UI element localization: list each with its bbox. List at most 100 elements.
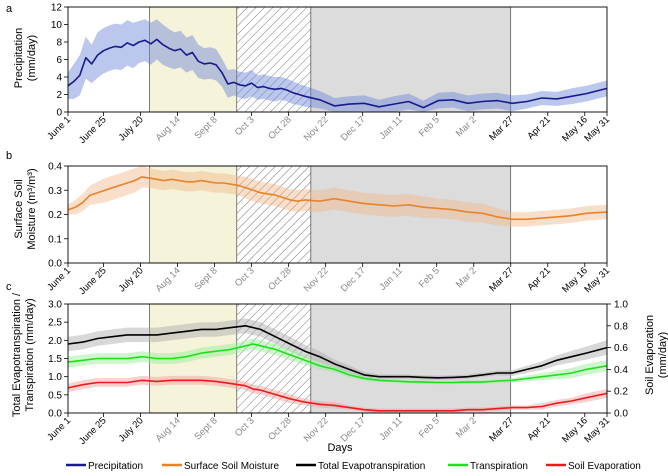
legend-item-soil-evaporation: Soil Evaporation — [546, 461, 641, 472]
band-transpiration — [68, 338, 607, 385]
yellow-period — [149, 6, 238, 113]
panel-letter: a — [6, 3, 13, 15]
legend-item-precipitation: Precipitation — [66, 461, 143, 472]
y-tick-label: 6 — [56, 55, 62, 66]
y2-tick-label: 0.4 — [614, 365, 628, 376]
gray-period — [310, 165, 512, 264]
x-tick-label: Apr 21 — [525, 114, 553, 142]
x-tick-label: Oct 3 — [233, 265, 257, 289]
x-tick-label: Sept 8 — [193, 114, 220, 141]
legend-label: Soil Evaporation — [568, 461, 641, 472]
x-tick-label: Oct 3 — [233, 415, 257, 439]
x-tick-label: Aug 14 — [154, 415, 183, 444]
x-tick-label: Mar 2 — [454, 265, 479, 290]
y-axis-label-line: Surface Soil — [13, 179, 25, 238]
line-soil-evaporation — [67, 379, 608, 412]
x-tick-label: July 20 — [117, 114, 146, 143]
line-total-evapotranspiration — [67, 325, 608, 379]
gray-period — [310, 303, 512, 414]
y-tick-label: 10 — [51, 20, 63, 31]
y-tick-label: 3.0 — [48, 300, 62, 311]
x-tick-label: Jan 11 — [377, 114, 404, 141]
x-tick-label: July 20 — [117, 265, 146, 294]
y2-tick-label: 1.0 — [614, 300, 628, 311]
y2-tick-label: 0.6 — [614, 343, 628, 354]
legend: Precipitation Surface Soil Moisture Tota… — [66, 461, 641, 472]
legend-label: Precipitation — [88, 461, 143, 472]
panel-letter: c — [6, 281, 12, 293]
y-tick-label: 1.5 — [48, 354, 62, 365]
x-axis-label: Days — [327, 442, 353, 454]
y-tick-label: 12 — [51, 3, 63, 14]
y-tick-label: 2 — [56, 90, 62, 101]
x-tick-label: Apr 21 — [525, 415, 553, 443]
x-tick-label: Dec 17 — [339, 114, 368, 143]
y2-tick-label: 0.8 — [614, 321, 628, 332]
y-tick-label: 0.0 — [48, 409, 62, 420]
y-tick-label: 0.0 — [48, 259, 62, 270]
band-total-evapotranspiration — [68, 318, 607, 380]
x-tick-label: Mar 27 — [487, 415, 516, 444]
y-tick-label: 1.0 — [48, 372, 62, 383]
y2-axis-label-line: Soil Evaporation — [644, 315, 656, 395]
legend-label: Total Evapotranspiration — [318, 461, 425, 472]
x-tick-label: Dec 17 — [339, 415, 368, 444]
x-tick-label: Oct 3 — [233, 114, 257, 138]
x-tick-label: Mar 27 — [487, 265, 516, 294]
x-tick-label: Feb 5 — [417, 415, 442, 440]
x-tick-label: Mar 27 — [487, 114, 516, 143]
x-tick-label: July 20 — [117, 415, 146, 444]
y-tick-label: 2.0 — [48, 336, 62, 347]
chart-panel-a: 0 2 4 6 8 10 12 June 1 June 25 July 20 Aug 14 Sept … — [6, 3, 612, 147]
x-tick-label: May 31 — [582, 114, 612, 144]
x-tick-label: Nov 22 — [302, 415, 331, 444]
y-tick-label: 0.1 — [48, 234, 62, 245]
y2-tick-label: 0.0 — [614, 409, 628, 420]
x-tick-label: Aug 14 — [154, 114, 183, 143]
y-axis-label-line: Precipitation — [13, 28, 25, 89]
y-tick-label: 0 — [56, 108, 62, 119]
x-tick-label: Dec 17 — [339, 265, 368, 294]
chart-panel-c: 0.0 0.5 1.0 1.5 2.0 2.5 3.0 0.0 0.2 0.4 0.6 0.8 1.0 J… — [6, 281, 668, 447]
x-tick-label: Mar 2 — [454, 415, 479, 440]
x-tick-label: June 1 — [45, 114, 73, 142]
x-tick-label: June 1 — [45, 415, 73, 443]
line-surface-soil-moisture — [67, 176, 608, 221]
x-tick-label: Jan 11 — [377, 415, 404, 442]
y-tick-label: 0.5 — [48, 390, 62, 401]
y-tick-label: 0.2 — [48, 210, 62, 221]
line-precipitation — [67, 38, 608, 109]
x-tick-label: May 31 — [582, 265, 612, 295]
legend-item-total-evapotranspiration: Total Evapotranspiration — [296, 461, 425, 472]
y-tick-label: 4 — [56, 73, 62, 84]
legend-label: Transpiration — [470, 461, 528, 472]
x-tick-label: Jan 11 — [377, 265, 404, 292]
x-tick-label: Apr 21 — [525, 265, 553, 293]
x-tick-label: Feb 5 — [417, 114, 442, 139]
x-tick-label: Mar 2 — [454, 114, 479, 139]
y-tick-label: 2.5 — [48, 318, 62, 329]
legend-label: Surface Soil Moisture — [184, 461, 279, 472]
y-axis-label-line: (mm/day) — [26, 35, 38, 81]
y-axis-label-line: Total Evapotranspiration / — [11, 292, 23, 417]
x-tick-label: Nov 22 — [302, 114, 331, 143]
y2-axis-label: Soil Evaporation(mm/day) — [644, 315, 668, 395]
y-axis-label: Total Evapotranspiration /Transpiration … — [11, 292, 36, 417]
x-tick-label: June 25 — [77, 114, 109, 146]
x-tick-label: Oct 28 — [266, 265, 294, 293]
y-tick-label: 0.4 — [48, 162, 62, 173]
x-tick-label: Sept 8 — [193, 415, 220, 442]
y-axis-label-line: Moisture (m³/m³) — [26, 168, 38, 249]
x-tick-label: Feb 5 — [417, 265, 442, 290]
y2-axis-label-line: (mm/day) — [657, 332, 668, 378]
x-tick-label: June 1 — [45, 265, 73, 293]
x-tick-label: Nov 22 — [302, 265, 331, 294]
y-axis-label: Precipitation(mm/day) — [13, 28, 38, 89]
legend-item-surface-soil-moisture: Surface Soil Moisture — [162, 461, 279, 472]
x-tick-label: Oct 28 — [266, 114, 294, 142]
y-tick-label: 0.3 — [48, 186, 62, 197]
line-transpiration — [67, 343, 608, 384]
x-tick-label: June 25 — [77, 415, 109, 447]
x-tick-label: May 31 — [582, 415, 612, 445]
